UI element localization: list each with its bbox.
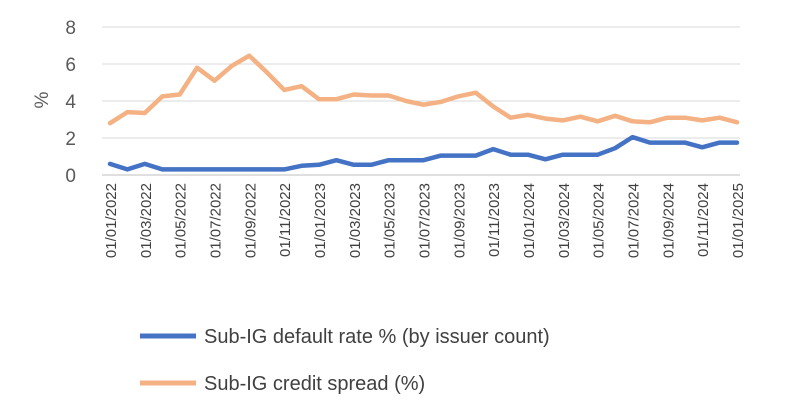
x-tick-label: 01/07/2022 — [208, 183, 225, 258]
gridlines — [102, 26, 740, 176]
y-tick-label: 0 — [65, 166, 76, 187]
series-line — [107, 53, 740, 126]
series-line — [107, 134, 740, 172]
x-tick-label: 01/01/2025 — [730, 183, 747, 258]
x-tick-label: 01/07/2024 — [626, 183, 643, 258]
legend: Sub-IG default rate % (by issuer count) S… — [140, 326, 550, 395]
y-tick-label: 6 — [65, 55, 76, 76]
x-tick-label: 01/05/2022 — [173, 183, 190, 258]
x-tick-label: 01/03/2023 — [347, 183, 364, 258]
legend-label: Sub-IG default rate % (by issuer count) — [204, 326, 550, 348]
series-lines — [107, 53, 740, 172]
x-tick-label: 01/11/2023 — [486, 183, 503, 257]
x-axis-tick-labels: 01/01/2022 01/03/2022 01/05/2022 01/07/2022… — [103, 183, 747, 258]
y-tick-label: 2 — [65, 129, 76, 150]
y-tick-label: 8 — [65, 18, 76, 39]
x-tick-label: 01/05/2023 — [382, 183, 399, 258]
y-axis-title: % — [32, 91, 53, 108]
legend-label: Sub-IG credit spread (%) — [204, 373, 425, 395]
x-tick-label: 01/05/2024 — [591, 183, 608, 258]
x-tick-label: 01/09/2022 — [242, 183, 259, 258]
x-tick-label: 01/11/2022 — [277, 183, 294, 257]
x-tick-label: 01/03/2024 — [556, 183, 573, 258]
x-tick-label: 01/01/2024 — [521, 183, 538, 258]
x-tick-label: 01/09/2024 — [660, 183, 677, 258]
x-tick-label: 01/11/2024 — [695, 183, 712, 257]
x-tick-label: 01/09/2023 — [451, 183, 468, 258]
x-tick-label: 01/01/2022 — [103, 183, 120, 258]
x-tick-label: 01/01/2023 — [312, 183, 329, 258]
x-tick-label: 01/07/2023 — [417, 183, 434, 258]
y-tick-label: 4 — [65, 92, 76, 113]
y-axis-tick-labels: 0 2 4 6 8 — [65, 18, 76, 187]
x-tick-label: 01/03/2022 — [138, 183, 155, 258]
